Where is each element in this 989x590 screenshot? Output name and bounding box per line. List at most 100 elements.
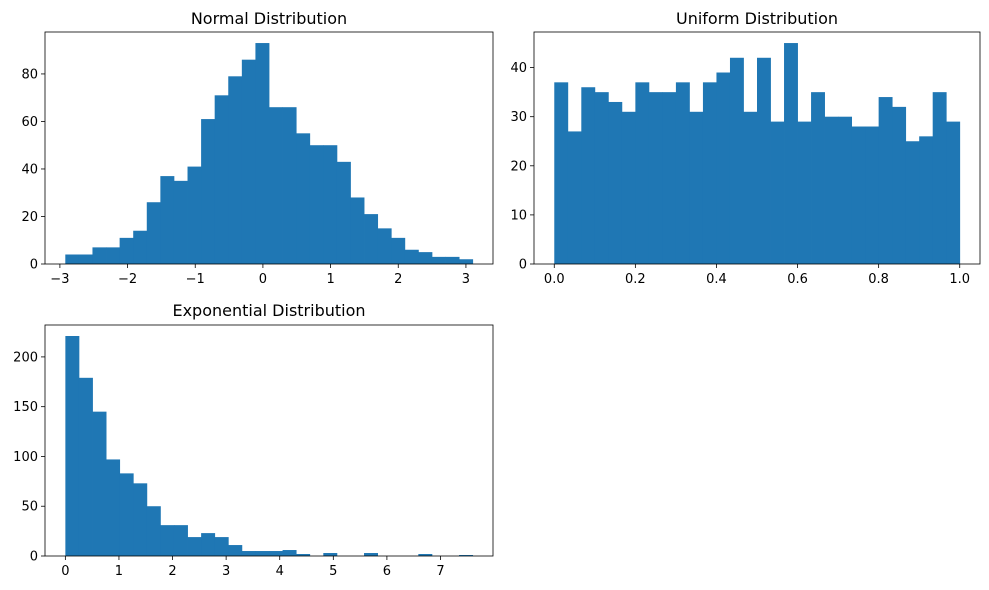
histogram-bar (106, 247, 121, 264)
y-tick-label: 60 (21, 115, 38, 130)
histogram-bar (364, 553, 379, 556)
histogram-bar (905, 141, 920, 264)
histogram-bar (445, 256, 460, 264)
histogram-bar (78, 377, 93, 556)
y-tick-label: 0 (30, 550, 38, 565)
subplot-exponential-title: Exponential Distribution (172, 301, 365, 320)
y-tick-label: 50 (21, 500, 38, 515)
histogram-bar (323, 145, 338, 264)
histogram-bar (201, 119, 216, 264)
histogram-bar (391, 237, 406, 264)
x-tick-label: 6 (383, 564, 391, 579)
histogram-bar (838, 116, 853, 264)
histogram-bar (459, 555, 474, 556)
histogram-bar (269, 107, 283, 264)
x-tick-label: 0 (61, 564, 69, 579)
histogram-bar (160, 525, 175, 556)
x-tick-label: 0.6 (787, 272, 808, 287)
histogram-bar (214, 95, 229, 265)
histogram-bar (621, 111, 636, 264)
histogram-bar (282, 107, 297, 264)
x-tick-label: 2 (394, 272, 402, 287)
histogram-bar (241, 59, 256, 265)
histogram-bar (635, 82, 650, 265)
histogram-bar (892, 106, 907, 265)
histogram-bar (702, 82, 717, 265)
histogram-bar (594, 92, 609, 264)
histogram-bar (350, 197, 365, 264)
histogram-bar (662, 92, 677, 264)
x-tick-label: 1 (326, 272, 334, 287)
x-tick-label: 0.4 (706, 272, 727, 287)
y-tick-label: 100 (13, 450, 38, 465)
subplot-uniform-title: Uniform Distribution (676, 9, 838, 28)
subplot-uniform: Uniform Distribution 0.0 0.2 0.4 0.6 0.8 1.0 0… (510, 9, 981, 287)
histogram-bar (581, 87, 596, 264)
histogram-bar (364, 214, 379, 264)
x-tick-label: 1 (115, 564, 123, 579)
histogram-bar (173, 525, 188, 556)
x-tick-label: 4 (276, 564, 284, 579)
histogram-bar (851, 126, 866, 264)
histogram-bar (146, 202, 161, 264)
histogram-bar (241, 551, 256, 556)
y-tick-label: 200 (13, 350, 38, 365)
histogram-bar (65, 254, 80, 264)
histogram-bar (567, 131, 582, 264)
histogram-bar (459, 259, 474, 264)
histogram-bar (932, 92, 947, 264)
histogram-bar (133, 483, 148, 556)
histogram-bar (187, 166, 202, 264)
histogram-bar (784, 43, 798, 264)
y-tick-label: 20 (510, 159, 527, 174)
subplot-uniform-axes-frame (533, 31, 981, 265)
histogram-bar (729, 57, 744, 265)
subplot-uniform-bars (554, 43, 961, 265)
histogram-bar (608, 101, 623, 264)
histogram-bar (201, 533, 216, 556)
histogram-bar (119, 237, 134, 264)
y-tick-label: 80 (21, 67, 38, 82)
histogram-bar (797, 121, 812, 265)
subplot-normal-bars (65, 43, 474, 265)
y-tick-label: 0 (30, 258, 38, 273)
x-tick-label: −3 (50, 272, 69, 287)
x-tick-label: 0.2 (625, 272, 646, 287)
histogram-bar (919, 136, 934, 264)
x-tick-label: 3 (222, 564, 230, 579)
histogram-bar (146, 506, 161, 556)
histogram-bar (946, 121, 961, 265)
x-tick-label: −1 (186, 272, 205, 287)
histogram-bar (377, 228, 392, 264)
histogram-bar (757, 57, 771, 265)
histogram-bar (65, 336, 80, 556)
histogram-bar (106, 459, 121, 556)
subplot-exponential: Exponential Distribution 0 1 2 3 4 5 6 7 0 50 100 1… (13, 301, 494, 579)
histogram-bar (878, 97, 893, 265)
histogram-bar (282, 550, 297, 556)
histogram-bar (675, 82, 690, 265)
histogram-bar (160, 176, 175, 264)
histogram-bar (418, 554, 433, 556)
y-tick-label: 10 (510, 208, 527, 223)
histogram-bar (743, 111, 758, 264)
histogram-bar (187, 537, 202, 556)
x-tick-label: 0 (259, 272, 267, 287)
y-tick-label: 40 (21, 162, 38, 177)
y-tick-label: 0 (519, 258, 527, 273)
x-tick-label: −2 (118, 272, 137, 287)
y-tick-label: 40 (510, 61, 527, 76)
histogram-bar (648, 92, 663, 264)
histogram-bar (214, 537, 229, 556)
subplot-normal: Normal Distribution −3 −2 −1 0 1 2 3 0 20 40 60 80 (21, 9, 494, 287)
x-tick-label: 0.0 (544, 272, 565, 287)
histogram-bar (811, 92, 825, 264)
histogram-bar (119, 473, 134, 556)
histogram-bar (770, 121, 785, 265)
histogram-bar (404, 249, 419, 264)
x-tick-label: 0.8 (868, 272, 889, 287)
x-tick-label: 7 (436, 564, 444, 579)
subplot-normal-axes-frame (44, 31, 494, 265)
